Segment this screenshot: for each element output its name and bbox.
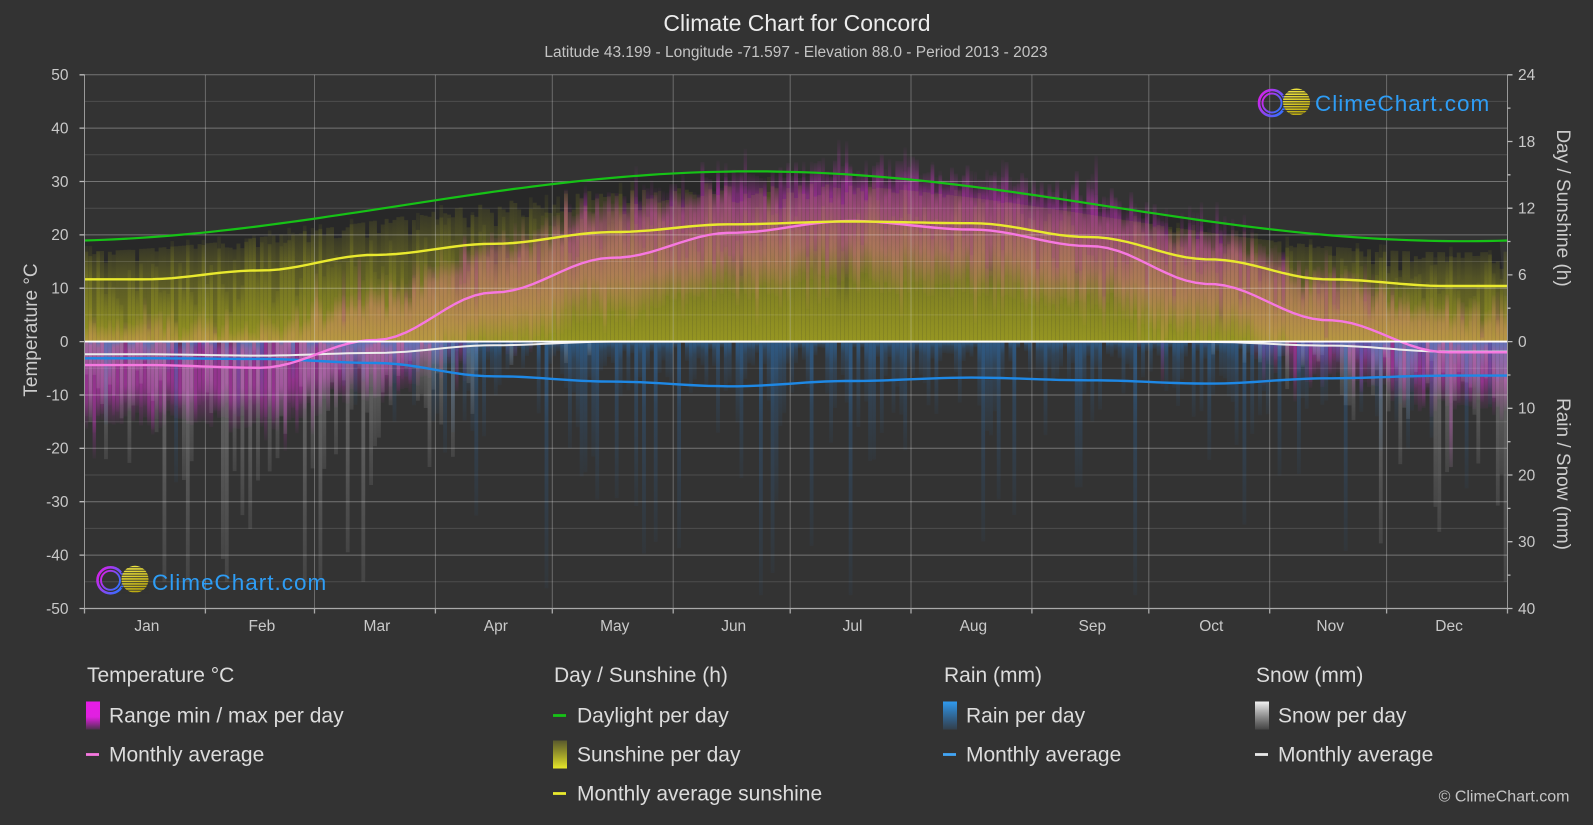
svg-text:Mar: Mar	[364, 618, 391, 635]
svg-text:Temperature °C: Temperature °C	[87, 664, 234, 687]
svg-text:10: 10	[1518, 401, 1536, 418]
svg-text:30: 30	[51, 174, 69, 191]
svg-text:-40: -40	[46, 547, 69, 564]
svg-text:0: 0	[1518, 334, 1527, 351]
svg-text:Dec: Dec	[1435, 618, 1463, 635]
svg-text:18: 18	[1518, 134, 1535, 151]
svg-text:30: 30	[1518, 534, 1536, 551]
svg-text:Latitude 43.199 - Longitude -7: Latitude 43.199 - Longitude -71.597 - El…	[544, 44, 1047, 61]
svg-text:-10: -10	[46, 387, 69, 404]
svg-text:© ClimeChart.com: © ClimeChart.com	[1439, 789, 1570, 806]
svg-text:24: 24	[1518, 67, 1536, 84]
svg-text:Aug: Aug	[960, 618, 988, 635]
svg-text:Snow per day: Snow per day	[1278, 704, 1407, 727]
svg-text:Monthly average: Monthly average	[1278, 743, 1433, 766]
svg-text:Monthly average sunshine: Monthly average sunshine	[577, 782, 822, 805]
svg-text:Sunshine per day: Sunshine per day	[577, 743, 741, 766]
svg-text:Temperature °C: Temperature °C	[21, 263, 42, 396]
svg-text:50: 50	[51, 67, 69, 84]
svg-text:Jul: Jul	[843, 618, 863, 635]
svg-text:Day / Sunshine (h): Day / Sunshine (h)	[554, 664, 728, 687]
svg-text:Monthly average: Monthly average	[966, 743, 1121, 766]
svg-text:-30: -30	[46, 494, 69, 511]
svg-text:20: 20	[51, 227, 69, 244]
svg-text:Apr: Apr	[484, 618, 508, 635]
svg-text:Jan: Jan	[134, 618, 159, 635]
svg-text:40: 40	[51, 120, 69, 137]
svg-text:Range min / max per day: Range min / max per day	[109, 704, 344, 727]
svg-text:May: May	[600, 618, 630, 635]
svg-text:Climate Chart for Concord: Climate Chart for Concord	[663, 10, 930, 36]
svg-text:-20: -20	[46, 441, 69, 458]
svg-text:10: 10	[51, 281, 69, 298]
svg-text:6: 6	[1518, 267, 1527, 284]
svg-text:-50: -50	[46, 601, 69, 618]
svg-text:Rain per day: Rain per day	[966, 704, 1086, 727]
svg-text:Oct: Oct	[1199, 618, 1224, 635]
svg-text:Sep: Sep	[1079, 618, 1107, 635]
svg-text:Snow (mm): Snow (mm)	[1256, 664, 1363, 687]
svg-text:Daylight per day: Daylight per day	[577, 704, 729, 727]
svg-text:Rain / Snow (mm): Rain / Snow (mm)	[1552, 398, 1573, 550]
svg-text:0: 0	[60, 334, 69, 351]
svg-text:ClimeChart.com: ClimeChart.com	[152, 570, 327, 595]
svg-text:Rain (mm): Rain (mm)	[944, 664, 1042, 687]
svg-text:ClimeChart.com: ClimeChart.com	[1315, 91, 1490, 116]
svg-text:20: 20	[1518, 467, 1536, 484]
svg-text:Monthly average: Monthly average	[109, 743, 264, 766]
svg-text:40: 40	[1518, 601, 1536, 618]
svg-text:Feb: Feb	[249, 618, 276, 635]
svg-text:Nov: Nov	[1316, 618, 1344, 635]
svg-text:12: 12	[1518, 201, 1535, 218]
svg-text:Jun: Jun	[721, 618, 746, 635]
svg-text:Day / Sunshine (h): Day / Sunshine (h)	[1552, 129, 1573, 286]
